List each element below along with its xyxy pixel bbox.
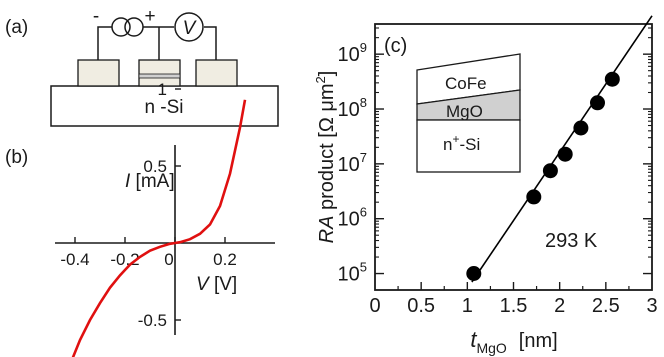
- right-contact-pad: [195, 59, 238, 87]
- substrate-label: n -Si: [144, 97, 183, 118]
- panel-c: (c) CoFe MgO n+-Si 293 K 0 0.5 1 1.5 2 2.5 3 1…: [313, 15, 658, 356]
- iv-y-axis-unit: [mA]: [130, 171, 174, 192]
- n-si-layer: [416, 119, 521, 173]
- voltmeter-circle: [174, 12, 204, 42]
- ra-x-axis-label: tMgO [nm]: [470, 327, 557, 356]
- ra-data-point: [526, 189, 542, 205]
- ra-x-tick-label: 0.5: [407, 295, 435, 317]
- left-contact-pad: [77, 59, 120, 87]
- ra-y-tick-label: 105: [338, 260, 367, 286]
- iv-y-ticks: -0.5 0.5 1: [138, 80, 181, 330]
- current-source-circle-left: [111, 17, 131, 37]
- ra-x-tick-label: 3: [646, 295, 657, 317]
- ra-data-point: [542, 163, 558, 179]
- wire-right: [204, 26, 217, 60]
- ra-x-tick-label: 1: [462, 295, 473, 317]
- iv-y-axis-label: I [mA]: [125, 171, 175, 192]
- iv-y-axis-symbol: I: [125, 171, 131, 192]
- iv-y-tick-label: -0.5: [138, 311, 167, 330]
- panel-b: (b) -0.4 -0.2 0 0.2 -0.50.51 I [mA] V [V]: [5, 80, 275, 357]
- plus-sign: +: [144, 6, 155, 27]
- panel-c-label: (c): [384, 35, 407, 57]
- iv-x-tick-label: -0.4: [60, 250, 89, 269]
- mgo-label: MgO: [446, 102, 483, 121]
- voltmeter-symbol: V: [183, 18, 198, 39]
- current-source-circle-right: [124, 17, 144, 37]
- inset-layer-stack: CoFe MgO n+-Si: [416, 53, 521, 173]
- ra-y-tick-label: 108: [338, 95, 367, 121]
- ra-data-point: [466, 266, 482, 281]
- panel-a: (a) n -Si - + V: [5, 6, 279, 127]
- ra-data-point: [604, 71, 620, 87]
- ra-x-tick-label: 2: [554, 295, 565, 317]
- ra-y-axis-label: RA product [Ω μm2]: [313, 71, 338, 244]
- iv-x-ticks: -0.4 -0.2 0 0.2: [60, 237, 237, 269]
- ra-x-tick-label: 1.5: [500, 295, 528, 317]
- iv-x-tick-label: 0.2: [213, 250, 237, 269]
- iv-x-tick-label: 0: [164, 250, 173, 269]
- ra-x-tick-label: 2.5: [592, 295, 620, 317]
- iv-x-axis-label: V [V]: [196, 274, 237, 295]
- wire-left: [97, 26, 112, 60]
- ra-data-point: [557, 146, 573, 162]
- iv-y-tick-label: 1: [158, 80, 167, 99]
- panel-a-label: (a): [5, 17, 28, 38]
- ra-y-tick-label: 109: [338, 40, 367, 66]
- iv-y-tick-label: 0.5: [143, 157, 167, 176]
- iv-x-axis-unit: [V]: [209, 274, 238, 295]
- minus-sign: -: [93, 6, 99, 27]
- ra-data-point: [590, 95, 605, 111]
- ra-data-points: [466, 71, 620, 281]
- panel-b-label: (b): [5, 147, 28, 168]
- ra-y-tick-label: 106: [338, 205, 367, 231]
- ra-data-point: [573, 120, 589, 136]
- ra-y-tick-label: 107: [338, 150, 367, 176]
- n-si-label: n+-Si: [443, 132, 480, 154]
- iv-x-axis-symbol: V: [196, 274, 211, 295]
- temperature-annotation: 293 K: [545, 230, 598, 252]
- ra-y-ticks: 105 106 107 108 109: [338, 27, 652, 286]
- ra-x-tick-label: 0: [369, 295, 380, 317]
- ra-x-ticks: 0 0.5 1 1.5 2 2.5 3: [369, 282, 658, 317]
- center-barrier-layer: [138, 73, 181, 79]
- center-contact-pad: [138, 59, 181, 87]
- cofe-label: CoFe: [445, 74, 487, 93]
- iv-curve-series: [71, 99, 247, 357]
